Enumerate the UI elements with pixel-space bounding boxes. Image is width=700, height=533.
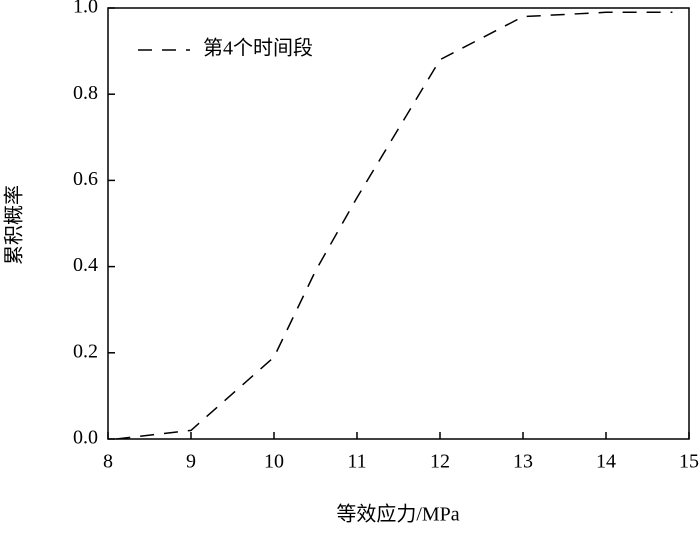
y-tick-label: 1.0 [73,0,98,18]
x-tick-label: 14 [596,451,616,473]
x-tick-label: 11 [347,451,366,473]
y-axis-label: 累积概率 [3,185,26,265]
x-tick-label: 12 [430,451,450,473]
x-tick-label: 9 [186,451,196,473]
y-tick-label: 0.8 [73,82,98,104]
plot-frame [107,7,690,440]
x-tick-label: 15 [679,451,699,473]
y-tick-label: 0.6 [73,168,98,190]
x-tick-label: 10 [264,451,284,473]
legend-label: 第4个时间段 [203,37,313,60]
x-tick-label: 13 [513,451,533,473]
x-tick-label: 8 [103,451,113,473]
data-line [116,11,673,440]
x-axis-label: 等效应力/MPa [336,503,459,526]
y-tick-label: 0.0 [73,427,98,449]
y-tick-label: 0.4 [73,254,98,276]
y-tick-label: 0.2 [73,340,98,362]
